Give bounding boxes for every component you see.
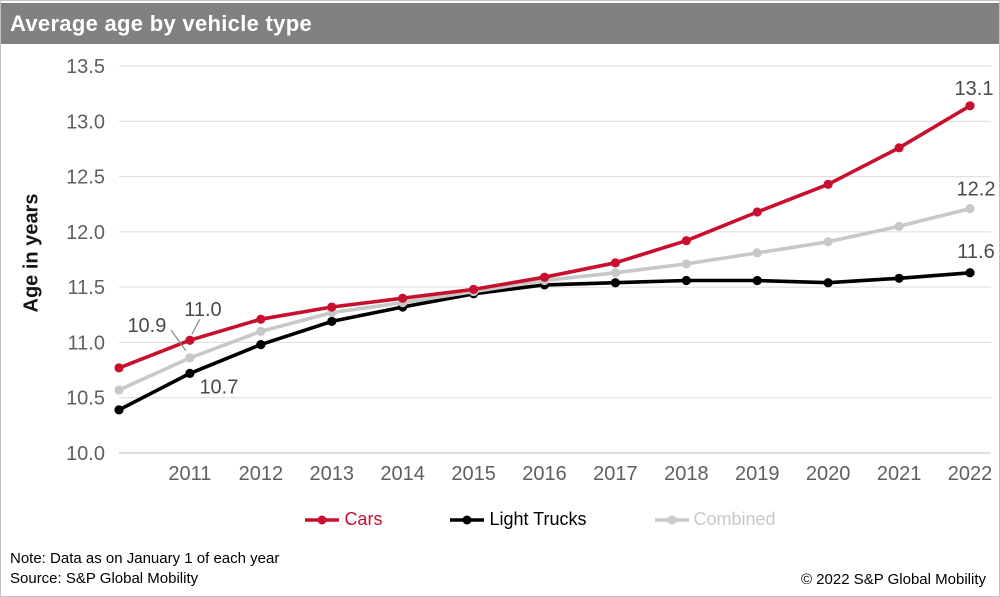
data-point-light-trucks-2018 <box>681 275 691 286</box>
chart-title: Average age by vehicle type <box>10 10 312 36</box>
data-label-12.2: 12.2 <box>957 179 996 201</box>
x-tick-label: 2013 <box>310 463 355 485</box>
x-tick-label: 2016 <box>522 463 567 485</box>
data-point-cars-2016 <box>539 272 550 282</box>
y-tick-label: 10.5 <box>66 388 105 410</box>
legend-item-cars: Cars <box>304 509 382 530</box>
x-tick-label: 2015 <box>451 463 496 485</box>
data-point-cars-2019 <box>752 207 762 217</box>
series-line-cars <box>118 104 971 370</box>
data-point-light-trucks-2020 <box>823 278 833 288</box>
cars-line-swatch-icon <box>305 515 340 524</box>
x-tick-label: 2022 <box>948 463 993 485</box>
y-tick-label: 13.5 <box>66 56 105 78</box>
legend-item-combined: Combined <box>654 509 776 530</box>
y-tick-label: 11.5 <box>68 277 105 299</box>
annotation-leader <box>170 329 187 352</box>
data-point-cars-2017 <box>610 258 621 268</box>
data-point-cars-2012 <box>256 314 266 324</box>
annotation-leader <box>191 318 201 335</box>
data-point-cars-2020 <box>823 179 833 189</box>
legend: Cars Light Trucks Combined <box>1 509 999 530</box>
data-point-light-trucks-2019 <box>752 275 762 286</box>
y-tick-label: 12.0 <box>66 222 105 244</box>
title-bar: Average age by vehicle type <box>1 3 999 44</box>
legend-label-cars: Cars <box>344 509 383 529</box>
x-tick-label: 2020 <box>806 463 851 485</box>
data-point-light-trucks-2012 <box>256 340 266 350</box>
data-label-13.1: 13.1 <box>955 78 994 100</box>
data-point-cars-2014 <box>398 293 408 303</box>
y-axis-title: Age in years <box>20 193 43 313</box>
data-point-combined-2021 <box>894 221 904 231</box>
data-point-light-trucks-2022 <box>965 268 975 278</box>
x-tick-label: 2014 <box>380 463 425 485</box>
source-line: Source: S&P Global Mobility <box>10 570 199 587</box>
data-label-11.6: 11.6 <box>957 241 994 263</box>
data-point-light-trucks-2011 <box>185 368 195 378</box>
data-point-cars-2018 <box>681 236 691 246</box>
y-tick-label: 12.5 <box>66 167 105 189</box>
data-point-combined-2022 <box>965 204 975 214</box>
data-point-cars-2010 <box>114 363 124 373</box>
data-point-cars-2011 <box>185 335 195 345</box>
data-point-combined-2010 <box>114 385 124 395</box>
data-point-combined-2018 <box>681 259 691 269</box>
data-point-cars-2015 <box>468 284 479 294</box>
series-line-combined <box>118 206 971 392</box>
data-point-light-trucks-2013 <box>327 316 337 327</box>
data-label-10.9: 10.9 <box>127 315 166 337</box>
light-trucks-line-swatch-icon <box>450 515 485 524</box>
legend-label-combined: Combined <box>693 509 776 529</box>
y-tick-label: 11.0 <box>68 332 105 354</box>
copyright-line: © 2022 S&P Global Mobility <box>800 571 986 588</box>
legend-label-light-trucks: Light Trucks <box>489 509 587 529</box>
combined-line-swatch-icon <box>654 515 689 524</box>
data-point-cars-2022 <box>965 101 975 111</box>
data-point-light-trucks-2021 <box>894 273 904 283</box>
x-tick-label: 2012 <box>239 463 284 485</box>
footer-note: Note: Data as on January 1 of each year … <box>10 549 279 589</box>
data-label-10.7: 10.7 <box>199 376 238 398</box>
data-point-cars-2021 <box>894 143 904 153</box>
data-point-cars-2013 <box>327 302 337 312</box>
note-line: Note: Data as on January 1 of each year <box>10 550 280 567</box>
x-tick-label: 2021 <box>877 463 922 485</box>
x-tick-label: 2011 <box>168 463 211 485</box>
y-tick-label: 13.0 <box>66 111 105 133</box>
series-line-light-trucks <box>118 271 971 412</box>
data-point-combined-2020 <box>823 237 833 247</box>
data-point-combined-2012 <box>256 326 266 336</box>
data-label-11.0: 11.0 <box>184 299 221 321</box>
data-point-combined-2019 <box>752 248 762 258</box>
x-tick-label: 2017 <box>593 463 638 485</box>
x-tick-label: 2018 <box>664 463 709 485</box>
data-point-combined-2017 <box>610 268 621 278</box>
data-point-light-trucks-2010 <box>114 405 124 415</box>
data-point-combined-2011 <box>185 353 195 363</box>
data-point-light-trucks-2017 <box>610 278 621 288</box>
y-tick-label: 10.0 <box>66 443 105 465</box>
legend-item-light-trucks: Light Trucks <box>449 509 587 530</box>
x-tick-label: 2019 <box>735 463 780 485</box>
